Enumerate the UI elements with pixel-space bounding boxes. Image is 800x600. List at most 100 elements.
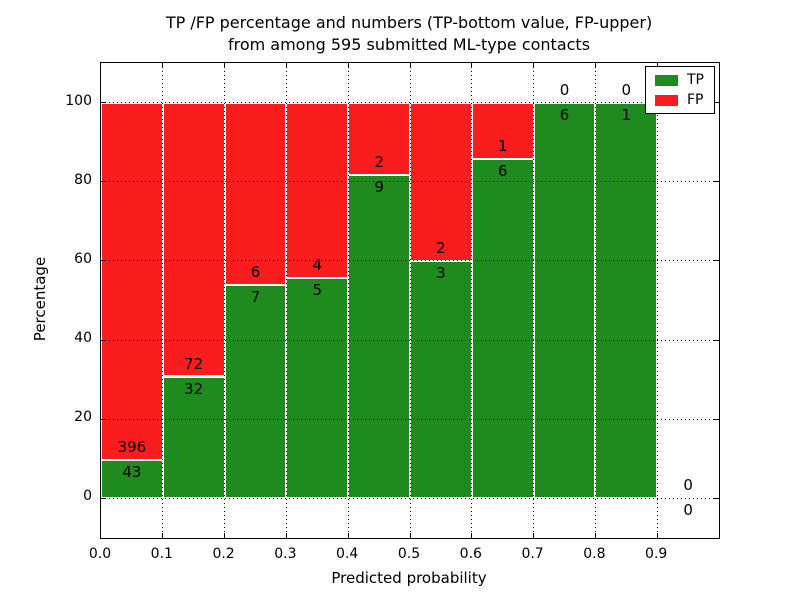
bar-fp-segment [286,102,349,279]
x-gridline [656,63,658,538]
x-tick-label: 0.3 [274,546,297,562]
x-gridline [409,63,411,538]
fp-color-swatch-icon [655,94,678,106]
x-tick-label: 0.6 [459,546,482,562]
y-tick-mark [101,497,106,499]
y-tick-mark [101,339,106,341]
y-tick-mark [101,181,106,183]
x-tick-label: 0.4 [336,546,359,562]
bar-fp-count-label: 0 [683,476,693,495]
x-tick-mark [471,63,473,68]
x-tick-mark [594,63,596,68]
x-tick-label: 0.2 [212,546,235,562]
y-tick-mark [714,339,719,341]
legend: TP FP [645,66,715,114]
y-tick-mark [714,102,719,104]
bar-tp-segment [224,285,287,499]
bar-tp-segment [471,159,534,499]
y-tick-mark [714,418,719,420]
plot-area: TP FP 396 43 72 32 6 7 4 5 2 9 2 3 1 6 0 6 0 1 0 0 [100,62,720,539]
y-tick-label: 100 [65,92,92,109]
x-gridline [347,63,349,538]
x-tick-mark [162,63,164,68]
bar-fp-segment [101,102,163,460]
bar-fp-count-label: 1 [497,137,508,156]
bar-tp-count-label: 6 [497,162,508,181]
x-tick-mark [471,533,473,538]
bar-tp-segment [595,102,658,499]
legend-label-fp: FP [687,92,704,108]
x-tick-mark [224,63,226,68]
x-axis-label: Predicted probability [331,569,487,587]
x-gridline [594,63,596,538]
bar-tp-segment [410,260,472,499]
x-tick-mark [656,533,658,538]
x-tick-mark [347,63,349,68]
y-tick-mark [101,102,106,104]
y-tick-label: 40 [74,330,92,347]
x-tick-mark [594,533,596,538]
bar-fp-count-label: 0 [559,80,570,99]
x-gridline [285,63,287,538]
x-tick-mark [285,533,287,538]
x-tick-label: 0.7 [521,546,544,562]
bar-tp-segment [286,278,349,499]
y-tick-mark [714,497,719,499]
legend-entry-tp: TP [655,73,704,87]
chart-title-line1: TP /FP percentage and numbers (TP-bottom… [165,13,653,32]
bar-fp-segment [162,102,225,377]
x-tick-mark [409,533,411,538]
y-axis-label: Percentage [31,256,49,342]
x-tick-mark [656,63,658,68]
y-tick-mark [714,181,719,183]
bar-fp-segment [224,102,287,286]
y-tick-mark [101,260,106,262]
bar-tp-segment [348,174,410,499]
bar-fp-count-label: 72 [184,354,204,373]
legend-entry-fp: FP [655,93,704,107]
bar-tp-count-label: 3 [436,263,446,282]
x-gridline [224,63,226,538]
x-tick-mark [347,533,349,538]
bar-fp-count-label: 396 [117,437,147,456]
x-tick-label: 0.1 [150,546,173,562]
x-gridline [533,63,535,538]
bar-tp-segment [162,376,225,499]
y-tick-label: 0 [83,488,92,505]
x-tick-label: 0.8 [583,546,606,562]
legend-label-tp: TP [687,72,704,88]
y-tick-label: 80 [74,171,92,188]
bar-tp-count-label: 0 [683,501,693,520]
x-gridline [471,63,473,538]
bar-tp-segment [101,459,163,499]
bar-fp-count-label: 4 [312,256,323,275]
bar-fp-count-label: 2 [374,152,384,171]
bar-tp-count-label: 32 [184,379,204,398]
chart-title-line2: from among 595 submitted ML-type contact… [227,35,591,54]
bar-tp-count-label: 6 [559,105,570,124]
tp-color-swatch-icon [655,74,678,86]
x-tick-mark [224,533,226,538]
y-tick-mark [101,418,106,420]
x-tick-mark [285,63,287,68]
bar-tp-count-label: 9 [374,177,384,196]
x-tick-label: 0.0 [88,546,112,562]
x-tick-mark [533,63,535,68]
y-tick-label: 60 [74,250,92,267]
x-tick-mark [409,63,411,68]
x-tick-label: 0.5 [397,546,421,562]
chart-title: TP /FP percentage and numbers (TP-bottom… [100,12,718,56]
bar-tp-count-label: 43 [122,462,142,481]
x-gridline [162,63,164,538]
bar-tp-segment [533,102,596,499]
bar-tp-count-label: 5 [312,281,323,300]
y-tick-mark [714,260,719,262]
bar-fp-count-label: 0 [621,80,632,99]
bar-fp-count-label: 2 [436,238,446,257]
x-tick-mark [162,533,164,538]
y-tick-label: 20 [74,409,92,426]
bar-tp-count-label: 1 [621,105,632,124]
bar-tp-count-label: 7 [250,288,261,307]
bar-fp-count-label: 6 [250,263,261,282]
